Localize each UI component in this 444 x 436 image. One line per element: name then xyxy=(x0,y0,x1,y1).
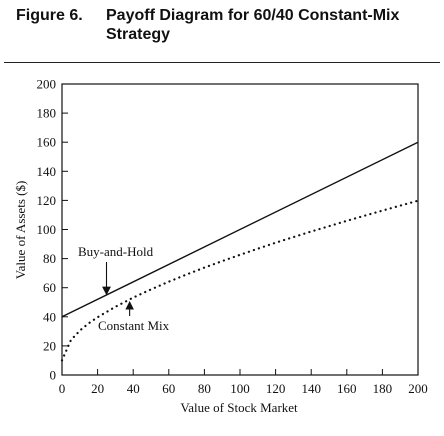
annotation-buy-and-hold: Buy-and-Hold xyxy=(78,244,154,259)
y-tick-label-80: 80 xyxy=(43,251,56,266)
y-tick-label-40: 40 xyxy=(43,309,56,324)
y-tick-label-160: 160 xyxy=(37,135,57,150)
x-tick-label-80: 80 xyxy=(198,381,211,396)
annotation-constant-mix: Constant Mix xyxy=(98,318,170,333)
x-axis-label: Value of Stock Market xyxy=(180,400,298,415)
x-tick-label-200: 200 xyxy=(408,381,428,396)
y-tick-label-140: 140 xyxy=(37,164,57,179)
y-tick-label-120: 120 xyxy=(37,193,57,208)
y-tick-label-60: 60 xyxy=(43,280,56,295)
x-tick-label-60: 60 xyxy=(162,381,175,396)
y-tick-label-100: 100 xyxy=(37,222,57,237)
x-tick-label-100: 100 xyxy=(230,381,250,396)
series-line-buy-and-hold xyxy=(61,141,419,318)
chart-annotations: Buy-and-Hold Constant Mix xyxy=(78,244,170,333)
x-tick-label-140: 140 xyxy=(301,381,321,396)
x-tick-label-20: 20 xyxy=(91,381,104,396)
chart-series xyxy=(60,141,420,362)
y-tick-label-180: 180 xyxy=(37,106,57,121)
x-tick-label-0: 0 xyxy=(59,381,66,396)
y-axis-label: Value of Assets ($) xyxy=(13,181,28,280)
chart-ticks: 0 20 40 60 80 100 120 140 160 180 200 0 20 40 60 80 100 1… xyxy=(37,77,428,397)
figure-number: Figure 6. xyxy=(16,7,83,24)
heading-divider xyxy=(4,62,440,63)
x-tick-label-180: 180 xyxy=(373,381,393,396)
y-tick-label-20: 20 xyxy=(43,338,56,353)
x-tick-label-160: 160 xyxy=(337,381,357,396)
x-tick-label-40: 40 xyxy=(127,381,140,396)
x-tick-label-120: 120 xyxy=(266,381,286,396)
figure-title: Payoff Diagram for 60/40 Constant-Mix St… xyxy=(106,7,400,43)
series-line-constant-mix xyxy=(60,199,420,362)
y-tick-label-0: 0 xyxy=(50,368,57,383)
y-tick-label-200: 200 xyxy=(37,77,57,92)
